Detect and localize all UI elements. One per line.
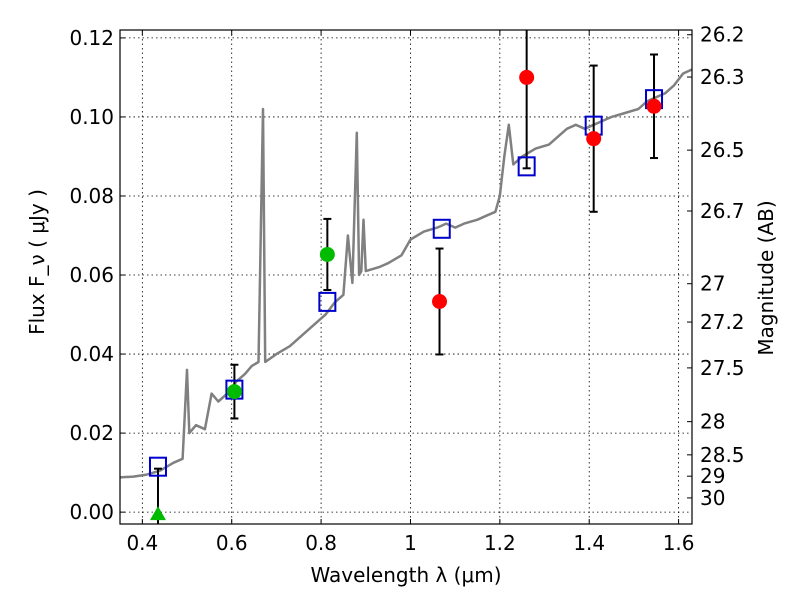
- observed-point: [519, 69, 535, 85]
- x-tick-label: 1.4: [573, 531, 605, 555]
- marker-layer: [148, 30, 664, 524]
- y-tick-label: 0.06: [69, 263, 114, 287]
- grid-layer: [120, 30, 692, 524]
- mag-tick-label: 26.7: [700, 199, 745, 223]
- y-tick-label: 0.12: [69, 26, 114, 50]
- y2-axis-label: Magnitude (AB): [754, 200, 778, 355]
- mag-tick-label: 26.2: [700, 23, 745, 47]
- plot-frame: [119, 29, 693, 525]
- y-tick-label: 0.04: [69, 342, 114, 366]
- observed-point: [586, 131, 602, 147]
- y-tick-label: 0.10: [69, 105, 114, 129]
- sed-model-line: [120, 68, 692, 479]
- y-tick-label: 0.08: [69, 184, 114, 208]
- x-tick-label: 0.8: [305, 531, 337, 555]
- x-tick-label: 0.4: [126, 531, 158, 555]
- upper-limit-triangle: [149, 506, 166, 521]
- model-photometry-square: [148, 456, 167, 477]
- y-tick-label: 0.02: [69, 421, 114, 445]
- mag-tick-label: 30: [700, 486, 725, 510]
- y-axis-label: Flux F_ν ( μJy ): [25, 189, 49, 335]
- mag-tick-label: 27.2: [700, 310, 745, 334]
- x-tick-label: 0.6: [216, 531, 248, 555]
- model-photometry-square: [318, 291, 337, 312]
- observed-point: [432, 294, 448, 310]
- mag-tick-label: 28.5: [700, 443, 745, 467]
- mag-tick-label: 28: [700, 410, 725, 434]
- mag-tick-label: 27.5: [700, 356, 745, 380]
- sed-line-layer: [120, 68, 692, 479]
- x-axis-label: Wavelength λ (μm): [310, 563, 501, 587]
- model-photometry-square: [432, 218, 451, 239]
- x-tick-label: 1: [404, 531, 417, 555]
- model-photometry-square: [517, 156, 536, 177]
- mag-tick-label: 29: [700, 464, 725, 488]
- mag-tick-label: 26.3: [700, 65, 745, 89]
- tick-layer: 0.4 0.6 0.8 1 1.2 1.4 1.6 0.00 0.02 0.04 0.06 0.08 0…: [69, 23, 744, 555]
- observed-point: [226, 384, 242, 400]
- x-tick-label: 1.2: [484, 531, 516, 555]
- y-tick-label: 0.00: [69, 500, 114, 524]
- mag-tick-label: 26.5: [700, 138, 745, 162]
- x-tick-label: 1.6: [663, 531, 695, 555]
- observed-point: [319, 246, 335, 262]
- mag-tick-label: 27: [700, 272, 725, 296]
- observed-point: [646, 98, 662, 114]
